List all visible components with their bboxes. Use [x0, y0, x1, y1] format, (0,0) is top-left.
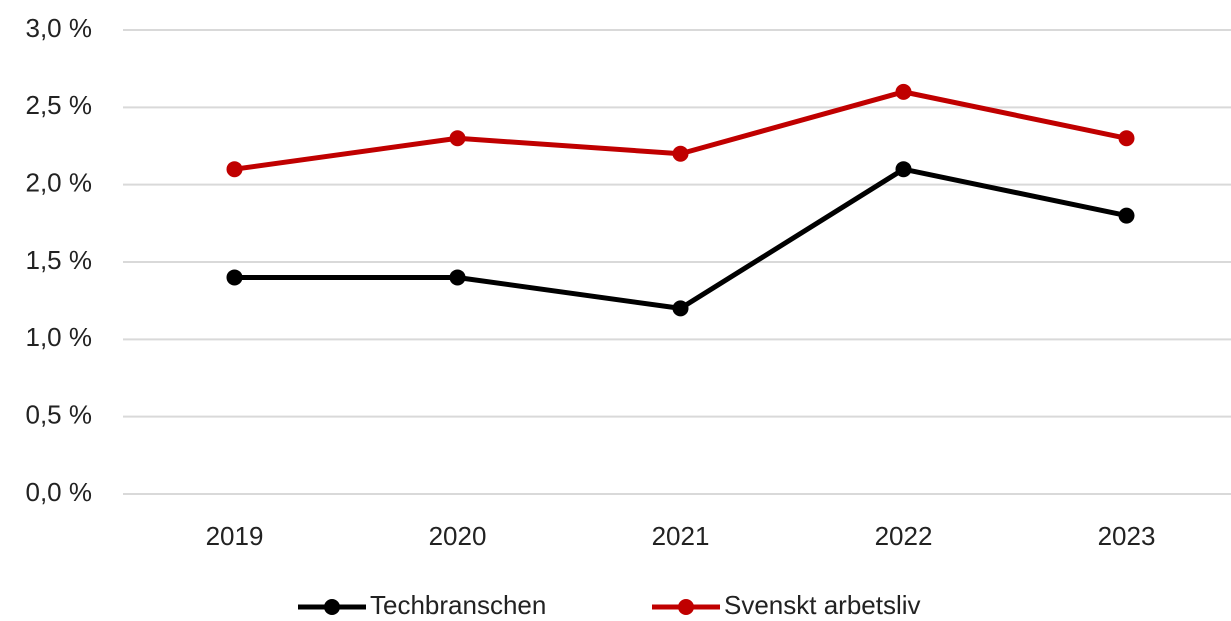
data-point	[672, 300, 689, 317]
data-point	[895, 161, 912, 178]
y-tick-label: 0,5 %	[26, 400, 93, 430]
x-tick-label: 2021	[652, 521, 710, 551]
x-tick-label: 2020	[429, 521, 487, 551]
data-point	[449, 130, 466, 147]
data-point	[226, 269, 243, 286]
legend-label: Svenskt arbetsliv	[724, 590, 921, 620]
y-tick-label: 2,0 %	[26, 168, 93, 198]
x-tick-label: 2019	[206, 521, 264, 551]
legend-label: Techbranschen	[370, 590, 546, 620]
series-line	[234, 166, 1128, 311]
data-point	[1118, 207, 1135, 224]
data-point	[895, 83, 912, 100]
y-tick-label: 2,5 %	[26, 90, 93, 120]
legend-marker	[324, 599, 340, 615]
y-tick-label: 3,0 %	[26, 13, 93, 43]
data-point	[672, 145, 689, 162]
y-tick-label: 1,5 %	[26, 245, 93, 275]
x-tick-label: 2023	[1098, 521, 1156, 551]
x-tick-label: 2022	[875, 521, 933, 551]
data-point	[449, 269, 466, 286]
data-point	[1118, 130, 1135, 147]
legend-marker	[678, 599, 694, 615]
y-tick-label: 1,0 %	[26, 322, 93, 352]
y-tick-label: 0,0 %	[26, 477, 93, 507]
data-point	[226, 161, 243, 178]
